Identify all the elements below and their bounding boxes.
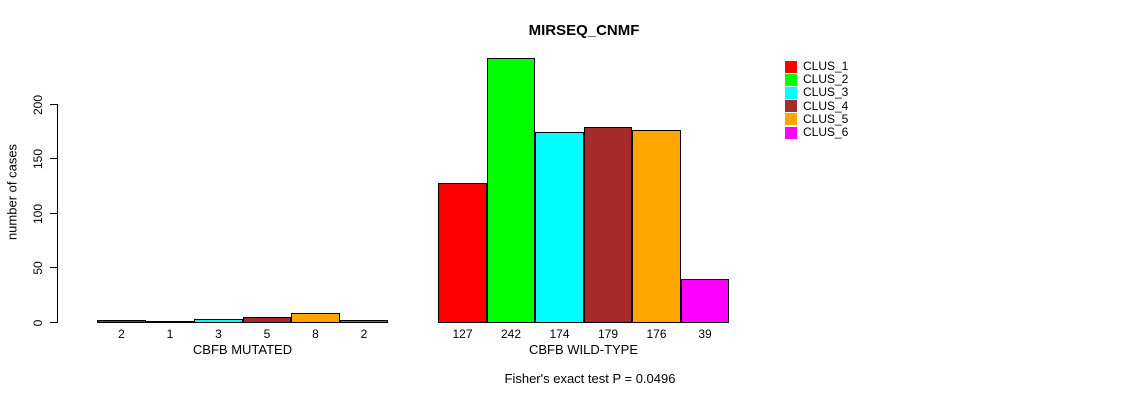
legend-item-clus_2: CLUS_2 (785, 72, 849, 87)
legend-label: CLUS_6 (803, 124, 849, 139)
legend-item-clus_5: CLUS_5 (785, 111, 849, 126)
bar-clus_5-wild-type (632, 130, 681, 323)
legend-color-swatch (785, 60, 797, 73)
bar-value-label: 8 (312, 327, 319, 341)
bar-clus_2-wild-type (487, 58, 535, 323)
bar-value-label: 127 (452, 327, 473, 341)
legend-color-swatch (785, 113, 797, 126)
bar-value-label: 242 (500, 327, 522, 341)
bar-clus_1-mutated (97, 320, 146, 323)
legend-item-clus_3: CLUS_3 (785, 86, 848, 99)
y-axis-tick-label: 150 (31, 148, 45, 169)
y-axis-tick (50, 213, 57, 214)
y-axis-tick (50, 267, 57, 268)
bar-clus_4-mutated (243, 317, 291, 323)
legend-label: CLUS_3 (803, 85, 849, 100)
bar-clus_3-mutated (194, 319, 243, 323)
legend-label: CLUS_4 (803, 98, 849, 113)
legend-label: CLUS_2 (803, 72, 849, 87)
x-axis-group-label: CBFB MUTATED (192, 342, 293, 357)
bar-value-label: 3 (215, 327, 222, 341)
y-axis-tick-label: 100 (31, 203, 45, 224)
bar-value-label: 2 (118, 327, 125, 341)
bar-value-label: 174 (549, 327, 570, 341)
chart-title: MIRSEQ_CNMF (528, 22, 640, 39)
legend-color-swatch (785, 86, 797, 99)
legend-label: CLUS_1 (803, 59, 849, 73)
y-axis-line (57, 104, 58, 323)
y-axis-tick-label: 200 (31, 94, 45, 115)
y-axis-tick-label: 0 (31, 319, 45, 326)
bar-value-label: 39 (698, 327, 712, 341)
bar-value-label: 176 (646, 327, 667, 341)
bar-clus_6-wild-type (681, 279, 729, 323)
legend-item-clus_1: CLUS_1 (785, 59, 849, 73)
bar-clus_1-wild-type (438, 183, 487, 323)
bar-value-label: 1 (166, 327, 174, 341)
legend-color-swatch (785, 100, 797, 113)
x-axis-group-label: CBFB WILD-TYPE (528, 342, 639, 357)
legend-item-clus_6: CLUS_6 (785, 124, 849, 139)
bar-value-label: 179 (597, 327, 619, 341)
bar-value-label: 2 (360, 327, 368, 341)
bar-clus_5-mutated (291, 313, 340, 323)
legend-color-swatch (785, 73, 797, 86)
legend: CLUS_1 CLUS_2 CLUS_3 CLUS_4 CLUS_5 CLUS_6 (785, 59, 849, 139)
y-axis-label: number of cases (4, 143, 20, 241)
fisher-test-annotation: Fisher's exact test P = 0.0496 (504, 371, 676, 386)
bar-clus_2-mutated (146, 321, 194, 323)
bar-clus_4-wild-type (584, 127, 632, 323)
legend-color-swatch (785, 126, 797, 139)
y-axis-tick (50, 158, 57, 159)
bar-clus_3-wild-type (535, 132, 584, 323)
bar-value-label: 5 (263, 327, 271, 341)
legend-label: CLUS_5 (803, 111, 849, 126)
y-axis-tick-label: 50 (31, 260, 45, 275)
bar-clus_6-mutated (340, 320, 388, 323)
y-axis-tick (50, 104, 57, 105)
y-axis-tick (50, 322, 57, 323)
legend-item-clus_4: CLUS_4 (785, 98, 849, 113)
